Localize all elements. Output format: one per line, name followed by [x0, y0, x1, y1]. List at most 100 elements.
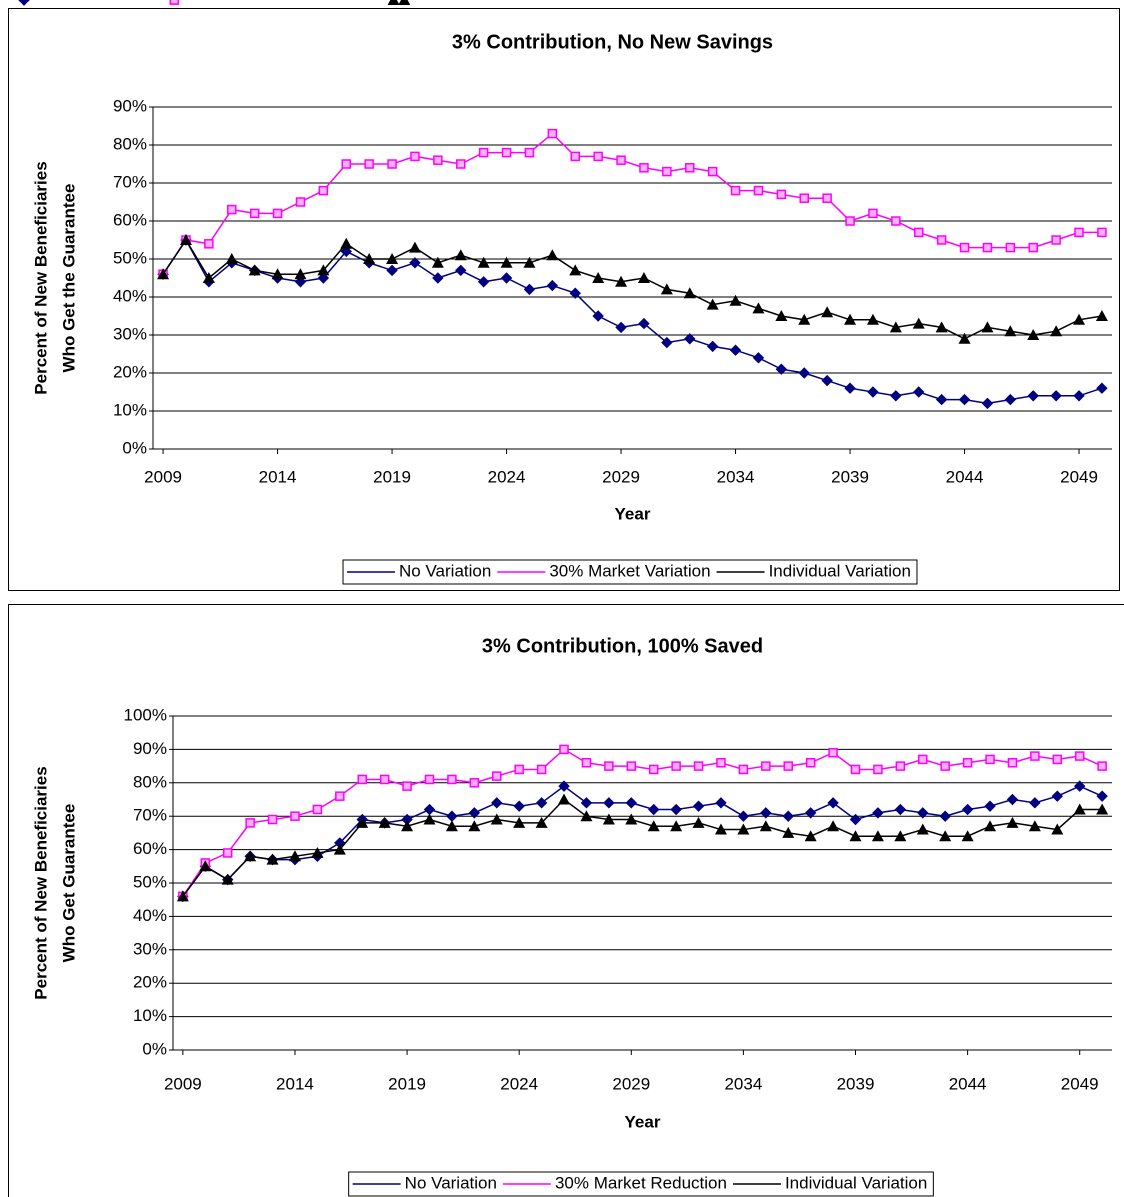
x-tick-label: 2039	[837, 1074, 875, 1093]
data-point	[387, 159, 397, 169]
data-point	[939, 830, 952, 842]
y-tick-label: 10%	[133, 1006, 167, 1025]
chart-title: 3% Contribution, 100% Saved	[482, 635, 763, 657]
data-point	[445, 820, 458, 832]
data-point	[615, 321, 627, 334]
data-point	[961, 830, 974, 842]
data-point	[707, 166, 718, 177]
series-line	[182, 785, 1103, 897]
data-point	[895, 761, 906, 771]
data-point	[455, 264, 467, 277]
data-point	[1005, 242, 1016, 253]
data-point	[1051, 790, 1063, 802]
data-point	[294, 276, 307, 288]
data-point	[569, 264, 582, 276]
data-point	[958, 332, 971, 344]
data-point	[821, 374, 833, 387]
data-point	[1027, 329, 1040, 340]
x-tick-label: 2034	[717, 467, 755, 486]
data-point	[386, 264, 398, 277]
data-point	[715, 797, 727, 809]
data-point	[775, 310, 788, 321]
data-point	[822, 193, 832, 203]
data-point	[535, 797, 548, 809]
data-point	[402, 781, 412, 791]
data-point	[468, 820, 481, 832]
data-point	[616, 155, 626, 165]
data-point	[491, 797, 503, 809]
data-point	[1007, 758, 1018, 768]
data-point	[295, 197, 306, 207]
data-point	[1096, 382, 1108, 394]
data-point	[492, 771, 502, 781]
data-point	[408, 241, 421, 253]
data-point	[500, 256, 513, 268]
data-point	[288, 850, 301, 862]
data-point	[202, 272, 215, 283]
data-point	[1051, 235, 1061, 245]
data-point	[546, 249, 559, 261]
data-point	[871, 830, 884, 842]
data-point	[804, 807, 817, 819]
data-point	[1051, 823, 1064, 835]
data-point	[523, 256, 536, 268]
data-point	[222, 848, 233, 858]
x-axis-label: Year	[615, 504, 651, 523]
x-tick-label: 2034	[724, 1074, 762, 1093]
data-point	[981, 321, 994, 333]
data-point	[729, 344, 742, 356]
legend-item: No Variation	[352, 1173, 497, 1192]
data-point	[776, 189, 787, 200]
data-point	[752, 352, 765, 364]
data-point	[916, 823, 929, 835]
data-point	[692, 800, 705, 812]
data-point	[1074, 751, 1085, 761]
data-point	[1052, 754, 1063, 765]
data-point	[157, 268, 170, 280]
data-point	[477, 256, 490, 268]
x-tick-label: 2049	[1060, 467, 1098, 486]
data-point	[670, 803, 682, 816]
data-point	[638, 317, 650, 330]
data-point	[798, 313, 811, 325]
data-point	[580, 797, 593, 809]
data-point	[272, 208, 283, 219]
data-point	[547, 128, 558, 139]
y-tick-label: 30%	[133, 939, 167, 958]
data-point	[363, 253, 376, 264]
data-point	[958, 393, 971, 406]
series-line	[162, 238, 1103, 340]
data-point	[872, 807, 884, 819]
data-point	[891, 216, 901, 226]
data-point	[546, 279, 559, 292]
x-tick-label: 2024	[488, 467, 526, 486]
data-point	[290, 811, 300, 821]
data-point	[670, 820, 683, 832]
data-point	[737, 810, 750, 822]
data-point	[379, 774, 390, 785]
data-point	[312, 804, 323, 815]
data-point	[714, 823, 727, 835]
data-point	[753, 185, 764, 196]
data-point	[890, 390, 902, 402]
data-point	[335, 791, 345, 801]
legend-label: No Variation	[405, 1173, 497, 1192]
data-point	[569, 287, 581, 299]
legend-item: No Variation	[347, 561, 491, 580]
data-point	[432, 272, 444, 284]
x-tick-label: 2039	[831, 467, 869, 486]
legend-label: 30% Market Variation	[549, 561, 710, 580]
data-point	[692, 816, 705, 828]
data-point	[844, 382, 856, 394]
data-point	[828, 747, 838, 758]
legend-item: Individual Variation	[732, 1173, 927, 1192]
x-tick-label: 2029	[612, 1074, 650, 1093]
data-point	[477, 276, 490, 288]
data-point	[648, 803, 660, 816]
legend-item: Individual Variation	[716, 561, 911, 580]
data-point	[671, 761, 681, 771]
data-point	[433, 155, 443, 165]
data-point	[176, 890, 189, 902]
data-point	[593, 151, 603, 162]
